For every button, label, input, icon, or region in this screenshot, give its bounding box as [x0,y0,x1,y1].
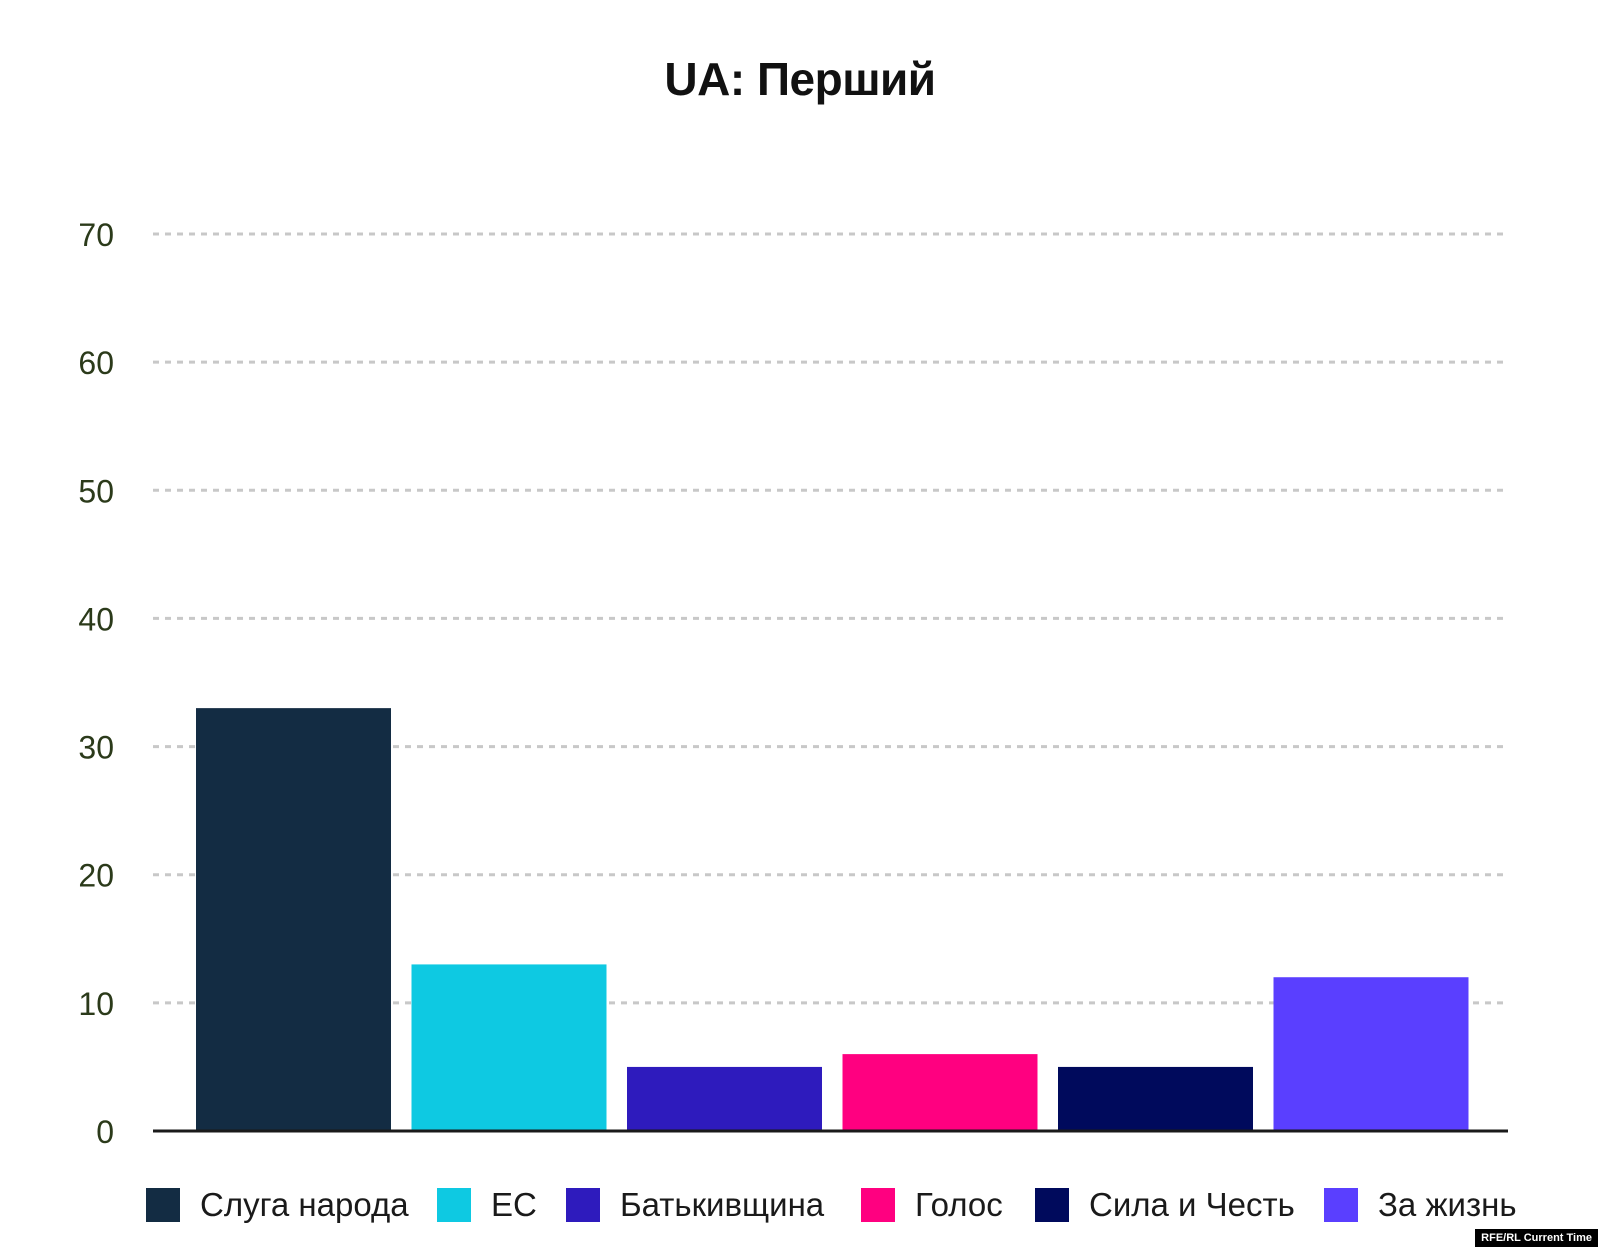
legend-label: Слуга народа [200,1186,409,1223]
legend-swatch [437,1188,471,1222]
bar [1273,977,1469,1131]
legend-swatch [566,1188,600,1222]
bars [196,708,1469,1131]
legend-item: Сила и Честь [1035,1182,1295,1228]
bar [627,1066,822,1131]
y-tick-label: 70 [78,217,114,253]
y-tick-label: 20 [78,858,114,894]
source-credit: RFE/RL Current Time [1475,1229,1598,1247]
y-tick-label: 60 [78,345,114,381]
y-axis-ticks: 0 10 20 30 40 50 60 70 [78,217,114,1150]
legend-swatch [1324,1188,1358,1222]
legend-label: ЕС [491,1186,537,1223]
grid-lines [153,232,1505,1005]
legend-swatch [1035,1188,1069,1222]
chart-title: UA: Перший [664,53,936,105]
y-tick-label: 10 [78,986,114,1022]
bar [196,708,391,1131]
y-tick-label: 30 [78,730,114,766]
legend-label: Батькивщина [620,1186,825,1223]
bar [842,1054,1038,1131]
legend-swatch [146,1188,180,1222]
y-tick-label: 0 [96,1114,114,1150]
legend-item: Голос [861,1182,1003,1228]
legend-label: Сила и Честь [1089,1186,1295,1223]
chart-legend: Слуга народа ЕС Батькивщина Голос Сила и Чес… [0,1182,1600,1228]
y-tick-label: 50 [78,473,114,509]
legend-item: Батькивщина [566,1182,824,1228]
bar [1058,1066,1253,1131]
legend-item: Слуга народа [146,1182,409,1228]
legend-swatch [861,1188,895,1222]
y-tick-label: 40 [78,601,114,637]
legend-item: За жизнь [1324,1182,1517,1228]
bar [411,964,607,1131]
legend-label: Голос [915,1186,1003,1223]
legend-item: ЕС [437,1182,537,1228]
legend-label: За жизнь [1378,1186,1517,1223]
